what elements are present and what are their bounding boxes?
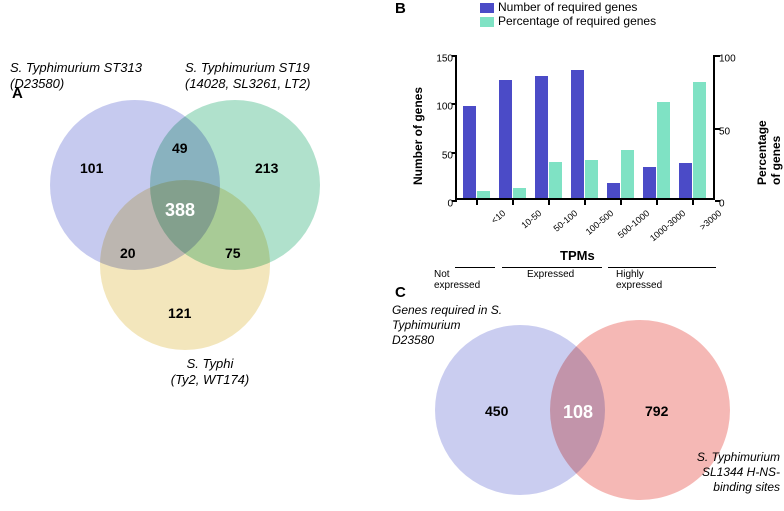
group-line-2 [502,267,602,268]
chart-b: Number of required genes Percentage of r… [400,30,765,270]
venn-c: Genes required in S.TyphimuriumD23580 S.… [395,295,765,510]
bar-number [463,106,476,198]
chart-b-plot-area: 050100150050100<1010-5050-100100-500500-… [455,55,715,200]
venn-a-overlap-13: 20 [120,245,136,261]
group-label-expressed: Expressed [527,269,574,280]
venn-a-center: 388 [165,200,195,221]
chart-b-legend: Number of required genes Percentage of r… [480,0,656,28]
x-axis-label: TPMs [560,248,595,263]
group-line-3 [608,267,716,268]
bar-number [643,167,656,198]
legend-label-percentage: Percentage of required genes [498,14,656,28]
bar-percentage [477,191,490,198]
legend-item-number: Number of required genes [480,0,656,14]
venn-a-title-tl: S. Typhimurium ST313(D23580) [10,60,170,93]
bar-percentage [693,82,706,198]
bar-percentage [585,160,598,198]
venn-a-overlap-12: 49 [172,140,188,156]
legend-swatch-percentage [480,17,494,27]
y-right-label: Percentage of genes [755,120,783,185]
venn-a-only-typhi: 121 [168,305,191,321]
legend-swatch-number [480,3,494,13]
y-left-label: Number of genes [411,87,425,185]
venn-a-only-st313: 101 [80,160,103,176]
panel-b-label: B [395,0,406,17]
bar-number [535,76,548,198]
bar-percentage [621,150,634,198]
venn-a-only-st19: 213 [255,160,278,176]
bar-number [679,163,692,198]
bar-percentage [513,188,526,198]
group-label-highly-expressed: Highly expressed [616,269,662,291]
bar-percentage [549,162,562,198]
venn-c-only-left: 450 [485,403,508,419]
bar-percentage [657,102,670,198]
group-label-not-expressed: Not expressed [434,269,480,291]
bar-number [571,70,584,198]
venn-c-center: 108 [563,402,593,423]
venn-a-title-tr: S. Typhimurium ST19(14028, SL3261, LT2) [185,60,375,93]
bar-number [607,183,620,198]
legend-label-number: Number of required genes [498,0,637,14]
legend-item-percentage: Percentage of required genes [480,14,656,28]
venn-a-title-b: S. Typhi(Ty2, WT174) [140,356,280,389]
group-line-1 [455,267,495,268]
venn-c-only-right: 792 [645,403,668,419]
venn-a-overlap-23: 75 [225,245,241,261]
venn-a: S. Typhimurium ST313(D23580) S. Typhimur… [20,60,370,380]
bar-number [499,80,512,198]
